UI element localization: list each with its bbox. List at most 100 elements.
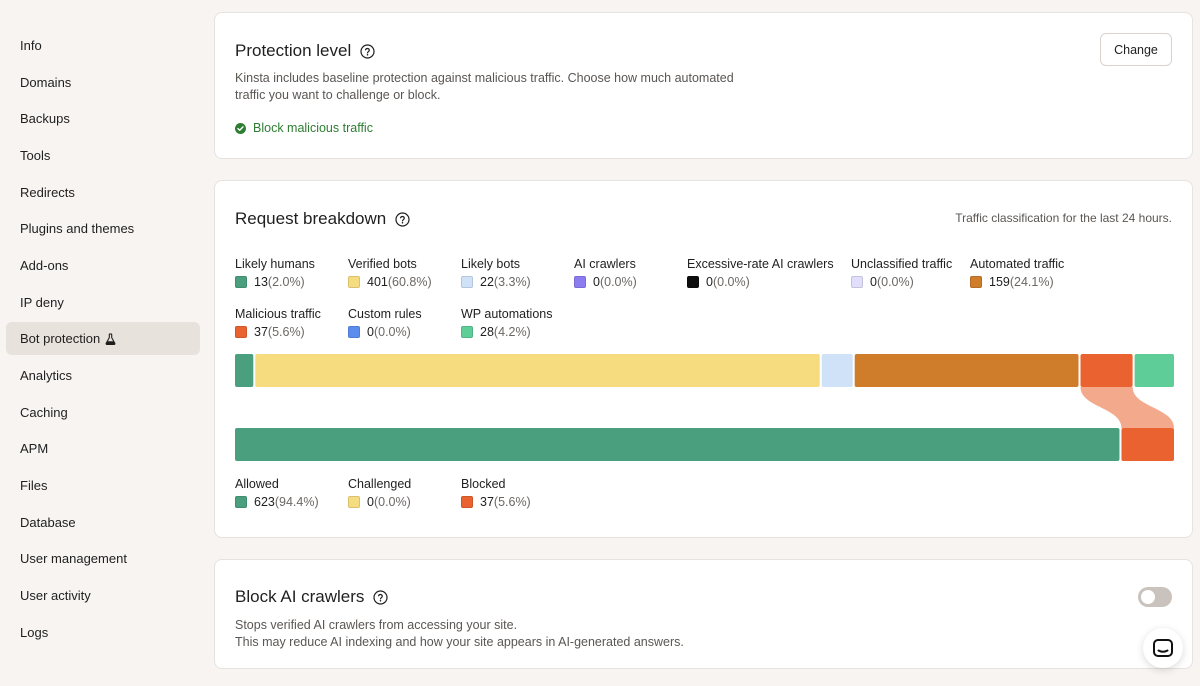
legend-swatch [348,496,360,508]
legend-label: Excessive-rate AI crawlers [687,257,834,271]
flow-ribbon-malicious-to-blocked [1080,387,1174,428]
legend-item-malicious-traffic: Malicious traffic 37 (5.6%) [235,307,321,339]
sidebar-item-files[interactable]: Files [6,469,200,502]
legend-item-likely-bots: Likely bots 22 (3.3%) [461,257,531,289]
sidebar-item-analytics[interactable]: Analytics [6,359,200,392]
sidebar-item-logs[interactable]: Logs [6,616,200,649]
legend-item-unclassified-traffic: Unclassified traffic 0 (0.0%) [851,257,952,289]
help-icon[interactable] [373,589,389,605]
request-breakdown-card: Request breakdown Traffic classification… [214,180,1193,538]
description-line: traffic you want to challenge or block. [235,88,441,102]
legend-swatch [348,276,360,288]
sidebar-item-user-activity[interactable]: User activity [6,579,200,612]
sidebar-item-label: Add-ons [20,258,69,273]
legend-label: Blocked [461,477,506,491]
bar-segment-allowed [235,428,1120,461]
bar-segment-verified-bots [255,354,820,387]
legend-pct: (24.1%) [1009,275,1054,289]
legend-swatch [235,276,247,288]
legend-item-allowed: Allowed 623 (94.4%) [235,477,319,509]
protection-status: Block malicious traffic [235,121,373,135]
legend-swatch [574,276,586,288]
legend-pct: (4.2%) [493,325,531,339]
legend-label: Custom rules [348,307,422,321]
sidebar-item-label: User management [20,551,127,566]
sidebar-item-ip-deny[interactable]: IP deny [6,286,200,319]
chat-icon [1153,639,1173,657]
sidebar-item-label: IP deny [20,295,64,310]
block-ai-crawlers-toggle[interactable] [1138,587,1172,607]
legend-label: Challenged [348,477,412,491]
sidebar-item-bot-protection[interactable]: Bot protection [6,322,200,355]
legend-label: Likely bots [461,257,521,271]
legend-item-challenged: Challenged 0 (0.0%) [348,477,411,509]
sidebar-item-label: Logs [20,625,49,640]
sidebar-item-label: Bot protection [20,331,101,346]
legend-pct: (5.6%) [267,325,305,339]
toggle-knob [1141,590,1155,604]
sidebar-item-tools[interactable]: Tools [6,139,200,172]
sidebar-item-label: Plugins and themes [20,221,135,236]
bar-segment-automated-traffic [854,354,1079,387]
sidebar-item-user-management[interactable]: User management [6,542,200,575]
legend-label: WP automations [461,307,553,321]
ai-crawlers-description: Stops verified AI crawlers from accessin… [235,617,684,651]
chat-button[interactable] [1143,628,1183,668]
sidebar-item-plugins-and-themes[interactable]: Plugins and themes [6,212,200,245]
card-title-text: Request breakdown [235,209,387,228]
sidebar-item-database[interactable]: Database [6,506,200,539]
bar-segment-blocked [1121,428,1174,461]
legend-item-ai-crawlers: AI crawlers 0 (0.0%) [574,257,637,289]
sidebar-item-label: Info [20,38,42,53]
legend-item-wp-automations: WP automations 28 (4.2%) [461,307,552,339]
sidebar-item-label: Domains [20,75,72,90]
legend-swatch [461,326,473,338]
help-icon[interactable] [360,43,375,59]
block-ai-crawlers-title: Block AI crawlers [235,587,389,607]
status-text: Block malicious traffic [253,121,373,135]
sidebar-item-label: Files [20,478,48,493]
legend-count: 623 [254,495,275,509]
sidebar-item-label: Tools [20,148,51,163]
legend-swatch [461,276,473,288]
sidebar-item-redirects[interactable]: Redirects [6,176,200,209]
legend-count: 159 [989,275,1010,289]
legend-item-excessive-rate-ai-crawlers: Excessive-rate AI crawlers 0 (0.0%) [687,257,834,289]
sidebar-item-info[interactable]: Info [6,29,200,62]
legend-swatch [970,276,982,288]
legend-label: Allowed [235,477,279,491]
sidebar-item-add-ons[interactable]: Add-ons [6,249,200,282]
sidebar-item-backups[interactable]: Backups [6,102,200,135]
sidebar-item-label: APM [20,441,49,456]
legend-count: 37 [480,495,494,509]
legend-pct: (0.0%) [373,495,411,509]
legend-count: 13 [254,275,268,289]
legend-count: 0 [870,275,877,289]
sidebar-item-label: User activity [20,588,91,603]
bar-segment-wp-automations [1134,354,1174,387]
check-circle-icon [235,122,246,134]
legend-count: 0 [367,495,374,509]
sidebar-item-label: Database [20,515,76,530]
bar-segment-malicious-traffic [1080,354,1133,387]
sidebar-item-label: Caching [20,405,68,420]
sidebar-item-apm[interactable]: APM [6,432,200,465]
legend-label: Unclassified traffic [851,257,953,271]
sidebar-item-label: Backups [20,111,70,126]
change-button[interactable]: Change [1100,33,1172,66]
legend-pct: (0.0%) [599,275,637,289]
sidebar-item-caching[interactable]: Caching [6,396,200,429]
legend-item-blocked: Blocked 37 (5.6%) [461,477,531,509]
legend-pct: (2.0%) [267,275,305,289]
legend-label: AI crawlers [574,257,636,271]
request-flow-chart [235,354,1174,461]
legend-swatch [348,326,360,338]
sidebar-item-domains[interactable]: Domains [6,66,200,99]
legend-item-automated-traffic: Automated traffic 159 (24.1%) [970,257,1064,289]
help-icon[interactable] [395,211,410,227]
card-title-text: Protection level [235,41,352,60]
legend-item-custom-rules: Custom rules 0 (0.0%) [348,307,422,339]
legend-swatch [461,496,473,508]
legend-pct: (0.0%) [876,275,914,289]
legend-label: Malicious traffic [235,307,321,321]
